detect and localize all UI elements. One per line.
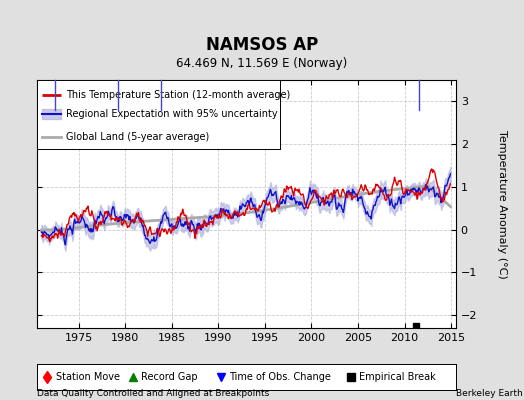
Text: Empirical Break: Empirical Break — [359, 372, 436, 382]
Text: Record Gap: Record Gap — [141, 372, 198, 382]
Text: Time of Obs. Change: Time of Obs. Change — [230, 372, 331, 382]
Y-axis label: Temperature Anomaly (°C): Temperature Anomaly (°C) — [497, 130, 507, 278]
Text: Data Quality Controlled and Aligned at Breakpoints: Data Quality Controlled and Aligned at B… — [37, 389, 269, 398]
Text: Station Move: Station Move — [56, 372, 119, 382]
Text: NAMSOS AP: NAMSOS AP — [206, 36, 318, 54]
Text: Berkeley Earth: Berkeley Earth — [456, 389, 522, 398]
Text: 64.469 N, 11.569 E (Norway): 64.469 N, 11.569 E (Norway) — [177, 57, 347, 70]
